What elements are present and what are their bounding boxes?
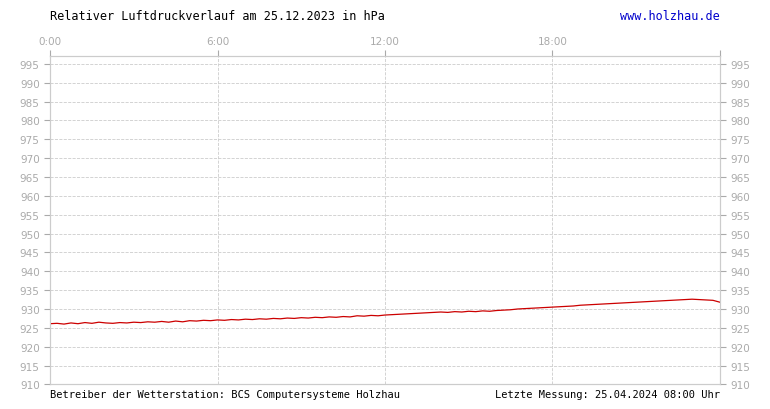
Text: Letzte Messung: 25.04.2024 08:00 Uhr: Letzte Messung: 25.04.2024 08:00 Uhr: [495, 389, 720, 399]
Text: Relativer Luftdruckverlauf am 25.12.2023 in hPa: Relativer Luftdruckverlauf am 25.12.2023…: [50, 10, 385, 23]
Text: Betreiber der Wetterstation: BCS Computersysteme Holzhau: Betreiber der Wetterstation: BCS Compute…: [50, 389, 400, 399]
Text: www.holzhau.de: www.holzhau.de: [620, 10, 720, 23]
